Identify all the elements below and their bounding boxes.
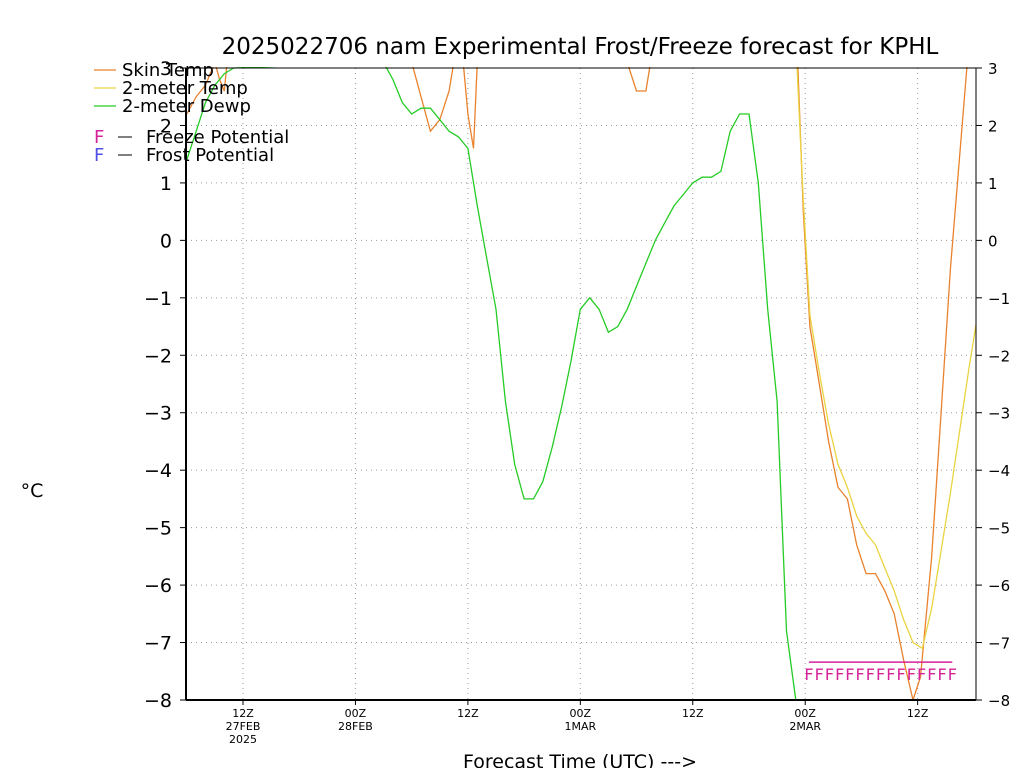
x-tick-label: 00Z [570,707,592,720]
series-line-2-meter-dewp [186,67,797,701]
x-tick-label: 12Z [682,707,704,720]
legend-potential-letter: F [94,127,104,148]
y-tick-label-left: −5 [144,518,172,540]
x-tick-label: 1MAR [564,720,596,733]
freeze-potential-mark: F [886,665,895,684]
freeze-potential-mark: F [917,665,926,684]
y-tick-label-right: −2 [988,347,1010,365]
freeze-potential-mark: F [927,665,936,684]
freeze-potential-mark: F [804,665,813,684]
y-tick-label-left: 1 [160,173,172,195]
x-tick-label: 12Z [907,707,929,720]
y-tick-label-right: 1 [988,175,998,193]
legend-label: 2-meter Temp [122,78,248,99]
series-line-skin-temp [186,67,968,701]
freeze-potential-mark: F [825,665,834,684]
freeze-potential-mark: F [937,665,946,684]
freeze-potential-mark: F [856,665,865,684]
legend-label: Skin Temp [122,60,214,81]
freeze-potential-mark: F [897,665,906,684]
y-tick-label-right: 3 [988,60,998,78]
freeze-potential-mark: F [815,665,824,684]
y-tick-label-left: 0 [160,230,172,252]
legend-label: 2-meter Dewp [122,96,251,117]
y-tick-label-right: 2 [988,117,998,135]
chart-title: 2025022706 nam Experimental Frost/Freeze… [222,34,939,60]
x-tick-label: 00Z [794,707,816,720]
y-tick-label-left: −2 [144,345,172,367]
y-tick-label-right: −3 [988,405,1010,423]
grid-layer [186,68,976,700]
y-tick-label-right: −5 [988,520,1010,538]
y-tick-label-left: −6 [144,575,172,597]
x-tick-label: 00Z [345,707,367,720]
freeze-potential-mark: F [845,665,854,684]
freeze-potential-mark: F [948,665,957,684]
y-tick-label-right: −7 [988,635,1010,653]
y-tick-label-right: −6 [988,577,1010,595]
y-axis-label: °C [21,480,44,502]
x-tick-label: 12Z [232,707,254,720]
y-tick-label-right: −1 [988,290,1010,308]
frame-layer [185,67,977,701]
x-tick-label: 2025 [229,733,257,746]
freeze-potential-mark: F [876,665,885,684]
y-tick-label-left: 3 [160,58,172,80]
x-tick-label: 28FEB [338,720,373,733]
y-tick-label-right: 0 [988,232,998,250]
freeze-potential-mark: F [835,665,844,684]
legend-potential-label: Frost Potential [146,145,274,166]
y-tick-label-left: −4 [144,460,172,482]
y-tick-label-left: −8 [144,690,172,712]
y-tick-label-right: −8 [988,692,1010,710]
y-tick-label-left: 2 [160,115,172,137]
legend-potential-label: Freeze Potential [146,127,289,148]
x-tick-label: 27FEB [226,720,261,733]
x-tick-label: 2MAR [789,720,821,733]
series-line-2-meter-temp [796,67,976,650]
series-layer [186,67,976,701]
x-tick-label: 12Z [457,707,479,720]
y-tick-label-right: −4 [988,462,1010,480]
legend-potential-letter: F [94,145,104,166]
ticks-layer: 3 3 2 2 1 1 0 0 −1 −1 −2 −2 −3 −3 −4 −4 −5 −5 −6 −6 −7 −7 −8 −8… [144,58,1010,746]
y-tick-label-left: −7 [144,633,172,655]
freeze-potential-mark: F [907,665,916,684]
y-tick-label-left: −1 [144,288,172,310]
y-tick-label-left: −3 [144,403,172,425]
freeze-potential-mark: F [866,665,875,684]
x-axis-label: Forecast Time (UTC) ---> [463,751,697,768]
